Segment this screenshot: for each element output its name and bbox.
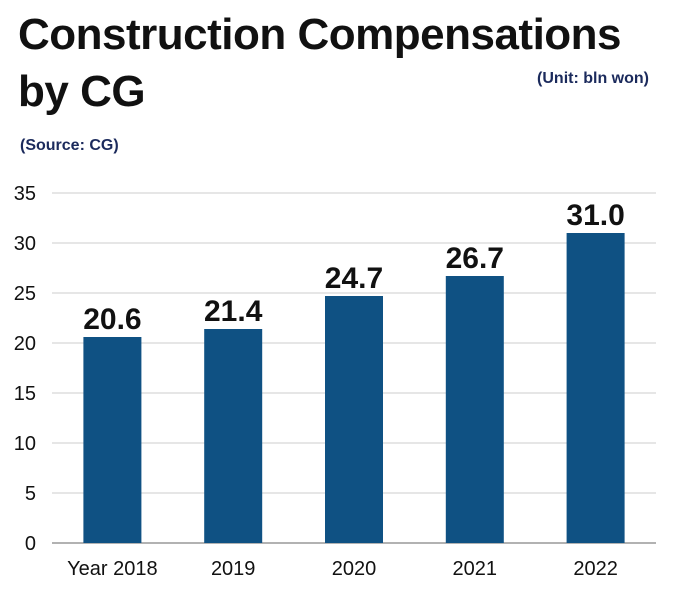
y-tick-label: 10 [14, 433, 36, 455]
chart-title-line-1: Construction Compensations [18, 10, 622, 59]
bar [325, 296, 383, 543]
unit-label: (Unit: bln won) [537, 70, 649, 87]
x-tick-label: 2021 [453, 558, 498, 580]
y-tick-label: 0 [25, 533, 36, 555]
y-tick-label: 30 [14, 233, 36, 255]
data-label: 24.7 [325, 262, 383, 295]
data-label: 21.4 [204, 295, 263, 328]
bar [83, 337, 142, 543]
chart-title: Construction Compensations by CG [18, 6, 658, 120]
y-tick-label: 35 [14, 183, 36, 205]
bar [566, 233, 625, 543]
data-label: 26.7 [446, 242, 504, 275]
y-tick-label: 20 [14, 333, 36, 355]
bar-chart: 0 5 10 15 20 25 30 35 20.6 Year 2018 21.4 2019 24.7 2… [14, 183, 656, 580]
x-tick-label: 2019 [211, 558, 256, 580]
bar [445, 276, 504, 543]
data-label: 20.6 [83, 303, 141, 336]
source-label: (Source: CG) [20, 137, 119, 154]
data-label: 31.0 [566, 199, 624, 232]
x-tick-label: 2020 [332, 558, 377, 580]
y-tick-label: 5 [25, 483, 36, 505]
x-tick-label: 2022 [573, 558, 618, 580]
x-tick-label: Year 2018 [67, 558, 157, 580]
y-tick-label: 25 [14, 283, 36, 305]
chart-title-line-2: by CG [18, 67, 146, 116]
bar [204, 329, 263, 543]
y-tick-label: 15 [14, 383, 36, 405]
